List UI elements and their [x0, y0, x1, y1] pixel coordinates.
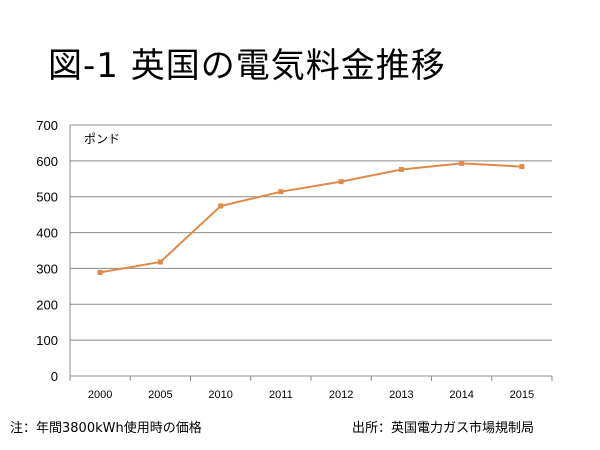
data-point [338, 179, 344, 185]
y-axis-ticks: 0 100 200 300 400 500 600 700 [36, 118, 58, 384]
y-tick-label: 600 [36, 154, 58, 169]
gridlines [69, 124, 552, 377]
y-tick-label: 300 [36, 261, 58, 276]
y-axis-label: ポンド [84, 132, 120, 146]
x-tick-label: 2000 [88, 389, 112, 401]
data-point [459, 160, 465, 166]
y-tick-label: 0 [51, 369, 58, 384]
data-point [398, 166, 404, 172]
x-tick-label: 2013 [389, 389, 413, 401]
x-tick-label: 2015 [510, 389, 534, 401]
y-tick-label: 500 [36, 190, 58, 205]
series [97, 160, 525, 275]
y-tick-label: 400 [36, 226, 58, 241]
x-tick-label: 2010 [208, 389, 232, 401]
page-title: 図-1 英国の電気料金推移 [48, 46, 446, 86]
x-tick-label: 2005 [148, 389, 172, 401]
series-line [99, 162, 522, 274]
x-tick-label: 2011 [269, 389, 293, 401]
data-point [519, 164, 525, 170]
data-point [218, 203, 224, 209]
y-tick-label: 700 [36, 118, 58, 133]
footnote: 注：年間3800kWh使用時の価格 [10, 421, 202, 436]
x-axis-ticks: 2000 2005 2010 2011 2012 2013 2014 2015 [69, 376, 553, 401]
data-point [157, 259, 163, 265]
y-tick-label: 200 [36, 297, 58, 312]
source-note: 出所：英国電力ガス市場規制局 [352, 421, 535, 436]
data-point [278, 189, 284, 195]
x-tick-label: 2014 [449, 389, 473, 401]
x-tick-label: 2012 [329, 389, 353, 401]
y-tick-label: 100 [36, 333, 58, 348]
data-point [97, 269, 103, 275]
